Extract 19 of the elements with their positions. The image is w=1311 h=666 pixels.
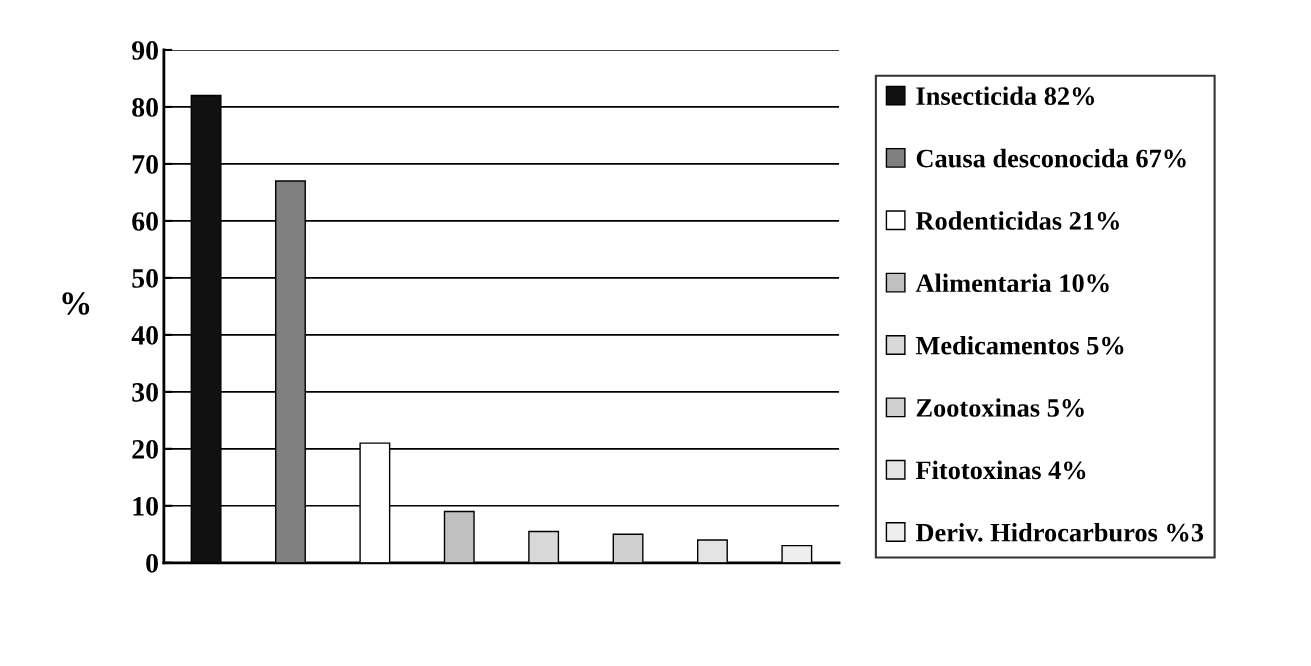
y-tick-label: 80: [132, 98, 158, 117]
legend-label: Medicamentos 5%: [915, 335, 1124, 355]
y-tick-label: 10: [133, 496, 158, 516]
legend-label: Causa desconocida 67%: [916, 148, 1186, 168]
legend-label: Insecticida 82%: [916, 86, 1095, 106]
legend-label: Alimentaria 10%: [915, 273, 1109, 293]
y-tick-label: 60: [132, 212, 158, 231]
y-tick-label: 50: [132, 269, 158, 288]
y-tick-label: 40: [131, 326, 158, 345]
legend-label: Rodenticidas 21%: [915, 211, 1119, 230]
y-tick-label: 20: [132, 439, 158, 459]
legend-label: Deriv. Hidrocarburos %3: [915, 522, 1204, 542]
legend-label: Zootoxinas 5%: [916, 398, 1084, 417]
y-tick-label: 30: [132, 383, 158, 402]
legend-label: Fitotoxinas 4%: [915, 460, 1086, 480]
y-axis-title: %: [62, 292, 90, 315]
y-tick-label: 0: [146, 553, 158, 573]
y-tick-label: 70: [132, 155, 158, 174]
y-tick-label: 90: [132, 41, 158, 60]
